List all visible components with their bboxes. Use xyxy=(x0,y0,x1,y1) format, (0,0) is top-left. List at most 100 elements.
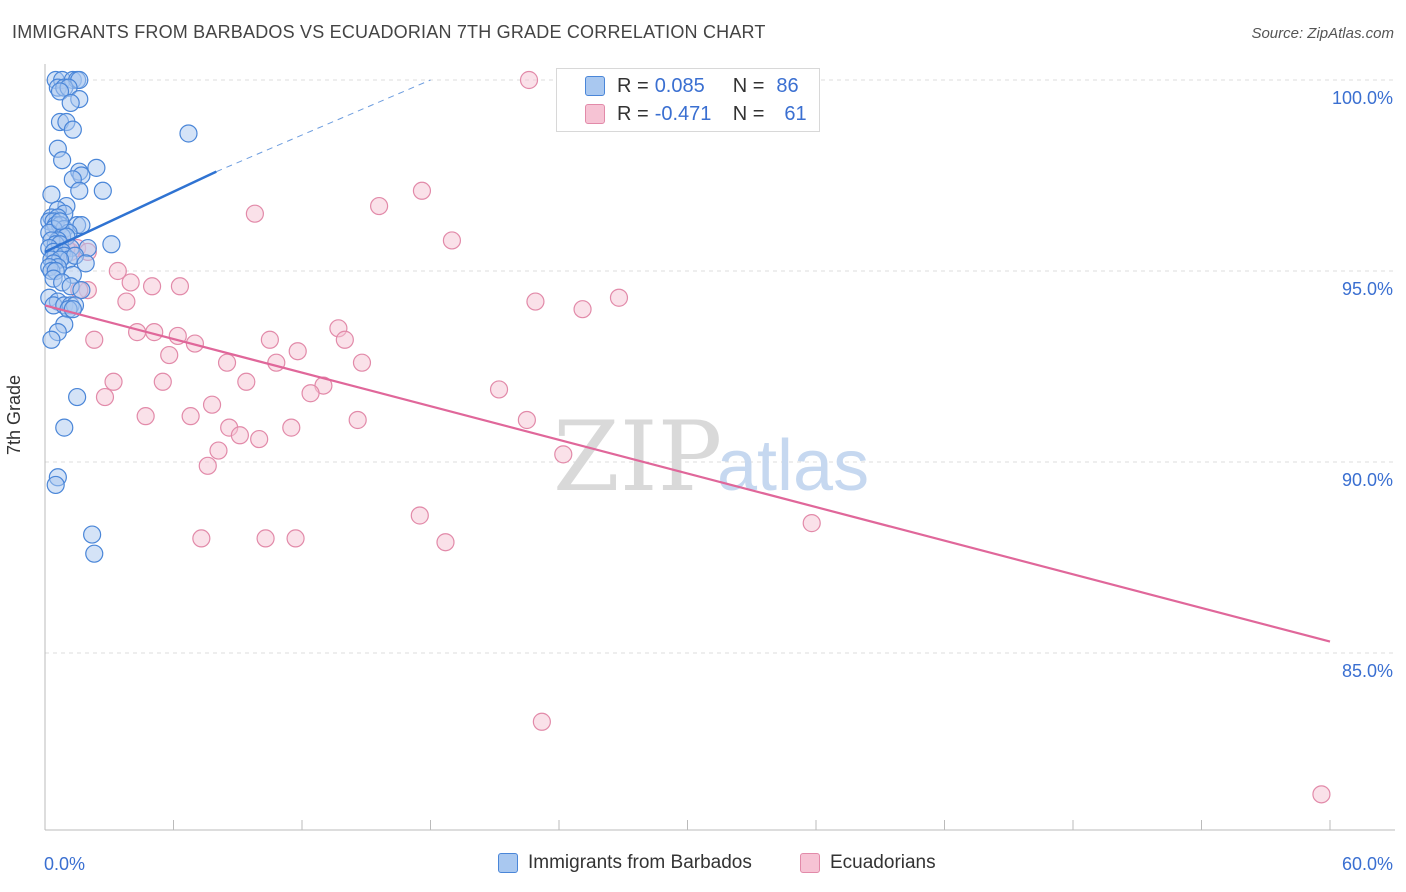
series-swatch-blue xyxy=(498,853,518,873)
barbados-point xyxy=(42,330,61,349)
series-legend-barbados: Immigrants from Barbados xyxy=(498,852,752,874)
ecuadorian-point xyxy=(288,342,307,361)
barbados-trend-extension xyxy=(216,79,431,173)
barbados-point xyxy=(85,544,104,563)
ecuadorian-point xyxy=(410,506,429,525)
chart-title: IMMIGRANTS FROM BARBADOS VS ECUADORIAN 7… xyxy=(12,22,766,42)
y-tick-label: 90.0% xyxy=(1342,470,1393,490)
ecuadorian-point xyxy=(108,261,127,281)
ecuadorian-point xyxy=(412,181,432,200)
ecuadorian-point xyxy=(121,273,140,292)
barbados-point xyxy=(50,82,70,101)
y-tick-label: 95.0% xyxy=(1342,279,1393,299)
legend-row-barbados: R = 0.085 N = 86 xyxy=(585,73,799,99)
ecuadorian-point xyxy=(282,418,301,437)
ecuadorian-point xyxy=(442,231,462,250)
series-legend: Immigrants from Barbados Ecuadorians xyxy=(0,852,1406,878)
y-tick-label: 85.0% xyxy=(1342,661,1393,681)
ecuadorian-point xyxy=(170,277,190,296)
ecuadorian-point xyxy=(802,514,821,533)
ecuadorian-point xyxy=(85,330,104,349)
ecuadorian-point xyxy=(230,426,249,445)
legend-row-ecuadorians: R = -0.471 N = 61 xyxy=(585,101,807,127)
barbados-point xyxy=(179,124,198,143)
watermark: ZIP atlas xyxy=(553,401,869,513)
legend-r-label: R = xyxy=(617,74,649,97)
ecuadorian-point xyxy=(1312,785,1331,804)
ecuadorian-trend-line xyxy=(44,304,1331,643)
barbados-point xyxy=(93,181,112,200)
ecuadorian-point xyxy=(209,441,228,460)
series-legend-ecuadorians: Ecuadorians xyxy=(800,852,936,874)
legend-n-label: N = xyxy=(732,102,765,125)
ecuadorian-point xyxy=(348,410,367,430)
ecuadorian-point xyxy=(160,345,179,365)
source-label: Source: ZipAtlas.com xyxy=(1251,25,1394,42)
ecuadorian-point xyxy=(136,407,155,426)
barbados-point xyxy=(63,120,82,139)
ecuadorians-points xyxy=(46,70,1331,804)
ecuadorian-point xyxy=(609,288,629,307)
ecuadorian-point xyxy=(573,300,592,319)
ecuadorian-point xyxy=(267,353,286,372)
legend-n-label: N = xyxy=(732,74,765,97)
ecuadorian-point xyxy=(202,395,222,414)
ecuadorian-point xyxy=(489,380,509,399)
legend-r-value: -0.471 xyxy=(654,102,712,125)
ecuadorian-point xyxy=(250,429,269,449)
ecuadorian-point xyxy=(237,372,256,391)
ecuadorian-point xyxy=(217,353,237,372)
barbados-point xyxy=(42,185,61,204)
x-tick-label: 0.0% xyxy=(44,854,85,874)
watermark-zip: ZIP xyxy=(553,401,722,513)
ecuadorian-point xyxy=(526,292,545,311)
ecuadorian-point xyxy=(517,410,536,430)
barbados-point xyxy=(61,93,80,113)
ecuadorian-point xyxy=(519,70,539,90)
ecuadorian-point xyxy=(245,204,264,223)
series-swatch-pink xyxy=(800,853,820,873)
trend-lines xyxy=(44,79,1331,643)
legend-swatch-pink xyxy=(585,104,605,124)
series-label: Immigrants from Barbados xyxy=(528,852,752,873)
legend-r-label: R = xyxy=(617,102,649,125)
ecuadorian-point xyxy=(301,384,320,403)
legend-r-value: 0.085 xyxy=(654,74,705,97)
x-tick-label: 60.0% xyxy=(1342,854,1393,874)
legend-n-value: 61 xyxy=(784,102,807,125)
barbados-point xyxy=(102,235,121,254)
ecuadorian-point xyxy=(181,407,200,426)
ecuadorian-point xyxy=(104,372,123,391)
y-tick-label: 100.0% xyxy=(1332,88,1393,108)
barbados-point xyxy=(68,387,87,407)
y-tick-labels: 85.0% 90.0% 95.0% 100.0% xyxy=(1332,88,1393,681)
correlation-legend: R = 0.085 N = 86 R = -0.471 N = 61 xyxy=(556,68,820,132)
barbados-point xyxy=(53,151,72,170)
barbados-point xyxy=(83,525,102,544)
ecuadorian-point xyxy=(554,445,573,464)
series-label: Ecuadorians xyxy=(830,852,936,873)
barbados-point xyxy=(76,254,95,273)
ecuadorian-point xyxy=(436,533,455,552)
ecuadorian-point xyxy=(370,196,389,216)
barbados-point xyxy=(70,181,89,200)
ecuadorian-point xyxy=(260,330,279,349)
legend-n-value: 86 xyxy=(776,74,799,97)
y-axis-label: 7th Grade xyxy=(4,374,24,455)
grid-lines xyxy=(45,79,1395,654)
legend-swatch-blue xyxy=(585,76,605,96)
ecuadorian-point xyxy=(142,277,162,296)
barbados-point xyxy=(50,212,70,231)
ecuadorian-point xyxy=(335,330,354,349)
ecuadorian-point xyxy=(352,353,372,372)
x-tick-labels: 0.0% 60.0% xyxy=(44,854,1393,874)
ecuadorian-point xyxy=(153,372,172,391)
watermark-atlas: atlas xyxy=(717,426,869,506)
ecuadorian-point xyxy=(286,529,305,548)
barbados-point xyxy=(87,158,106,177)
barbados-trend-line xyxy=(44,170,217,254)
ecuadorian-point xyxy=(117,292,136,311)
barbados-points xyxy=(40,70,198,563)
barbados-point xyxy=(55,418,74,437)
